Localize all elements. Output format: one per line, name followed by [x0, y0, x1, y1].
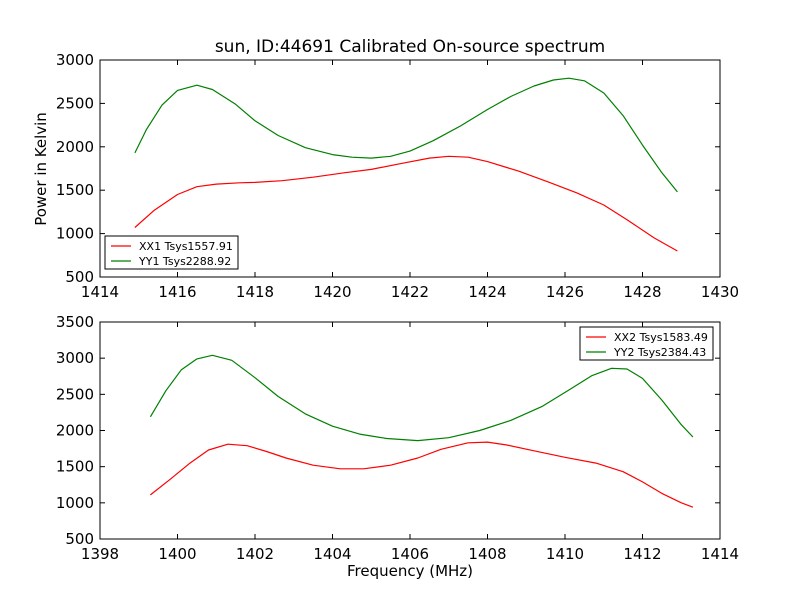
- bottom-x-tick-label: 1406: [391, 545, 429, 563]
- bottom-x-tick-label: 1412: [623, 545, 661, 563]
- top-legend-label-1: XX1 Tsys1557.91: [139, 240, 233, 253]
- bottom-y-tick-label: 1000: [56, 494, 94, 512]
- top-legend: XX1 Tsys1557.91 YY1 Tsys2288.92: [104, 235, 239, 270]
- top-x-tick-label: 1424: [468, 283, 506, 301]
- top-x-tick-label: 1418: [236, 283, 274, 301]
- top-y-tick-label: 2000: [56, 138, 94, 156]
- top-x-tick-label: 1428: [623, 283, 661, 301]
- top-y-tick-label: 1500: [56, 181, 94, 199]
- bottom-y-tick-label: 2000: [56, 422, 94, 440]
- top-y-tick-label: 3000: [56, 51, 94, 69]
- bottom-x-tick-label: 1408: [468, 545, 506, 563]
- bottom-x-tick-label: 1402: [236, 545, 274, 563]
- top-y-tick-label: 500: [65, 268, 94, 286]
- bottom-x-axis-label: Frequency (MHz): [347, 562, 473, 580]
- top-y-axis-label: Power in Kelvin: [32, 112, 50, 226]
- bottom-x-tick-label: 1404: [313, 545, 351, 563]
- top-x-tick-label: 1416: [158, 283, 196, 301]
- bottom-y-tick-label: 1500: [56, 458, 94, 476]
- bottom-legend-label-1: XX2 Tsys1583.49: [614, 331, 708, 344]
- top-series-line-1: [134, 155, 678, 252]
- top-series-line-2: [134, 77, 678, 193]
- bottom-plot: 1398 1400 1402 1404 1406 1408 1410 1412 1414 500 1…: [56, 313, 739, 563]
- bottom-y-tick-label: 2500: [56, 385, 94, 403]
- bottom-legend: XX2 Tsys1583.49 YY2 Tsys2384.43: [579, 326, 714, 361]
- bottom-y-tick-label: 3000: [56, 349, 94, 367]
- top-x-tick-label: 1430: [701, 283, 739, 301]
- bottom-legend-label-2: YY2 Tsys2384.43: [613, 346, 706, 359]
- top-y-tick-label: 1000: [56, 225, 94, 243]
- top-x-tick-label: 1414: [81, 283, 119, 301]
- bottom-x-tick-label: 1414: [701, 545, 739, 563]
- bottom-x-tick-label: 1398: [81, 545, 119, 563]
- bottom-series-line-1: [150, 441, 694, 508]
- top-x-tick-label: 1426: [546, 283, 584, 301]
- bottom-legend-box: [579, 326, 714, 361]
- chart-title: sun, ID:44691 Calibrated On-source spect…: [215, 37, 605, 57]
- top-legend-label-2: YY1 Tsys2288.92: [138, 255, 231, 268]
- top-plot: 1414 1416 1418 1420 1422 1424 1426 1428 1430 500 1…: [56, 51, 739, 301]
- bottom-y-tick-label: 500: [65, 530, 94, 548]
- top-x-tick-label: 1420: [313, 283, 351, 301]
- top-y-tick-label: 2500: [56, 94, 94, 112]
- top-legend-box: [104, 235, 239, 270]
- bottom-y-tick-label: 3500: [56, 313, 94, 331]
- bottom-x-tick-label: 1400: [158, 545, 196, 563]
- bottom-x-tick-label: 1410: [546, 545, 584, 563]
- top-x-tick-label: 1422: [391, 283, 429, 301]
- bottom-series-line-2: [149, 354, 694, 442]
